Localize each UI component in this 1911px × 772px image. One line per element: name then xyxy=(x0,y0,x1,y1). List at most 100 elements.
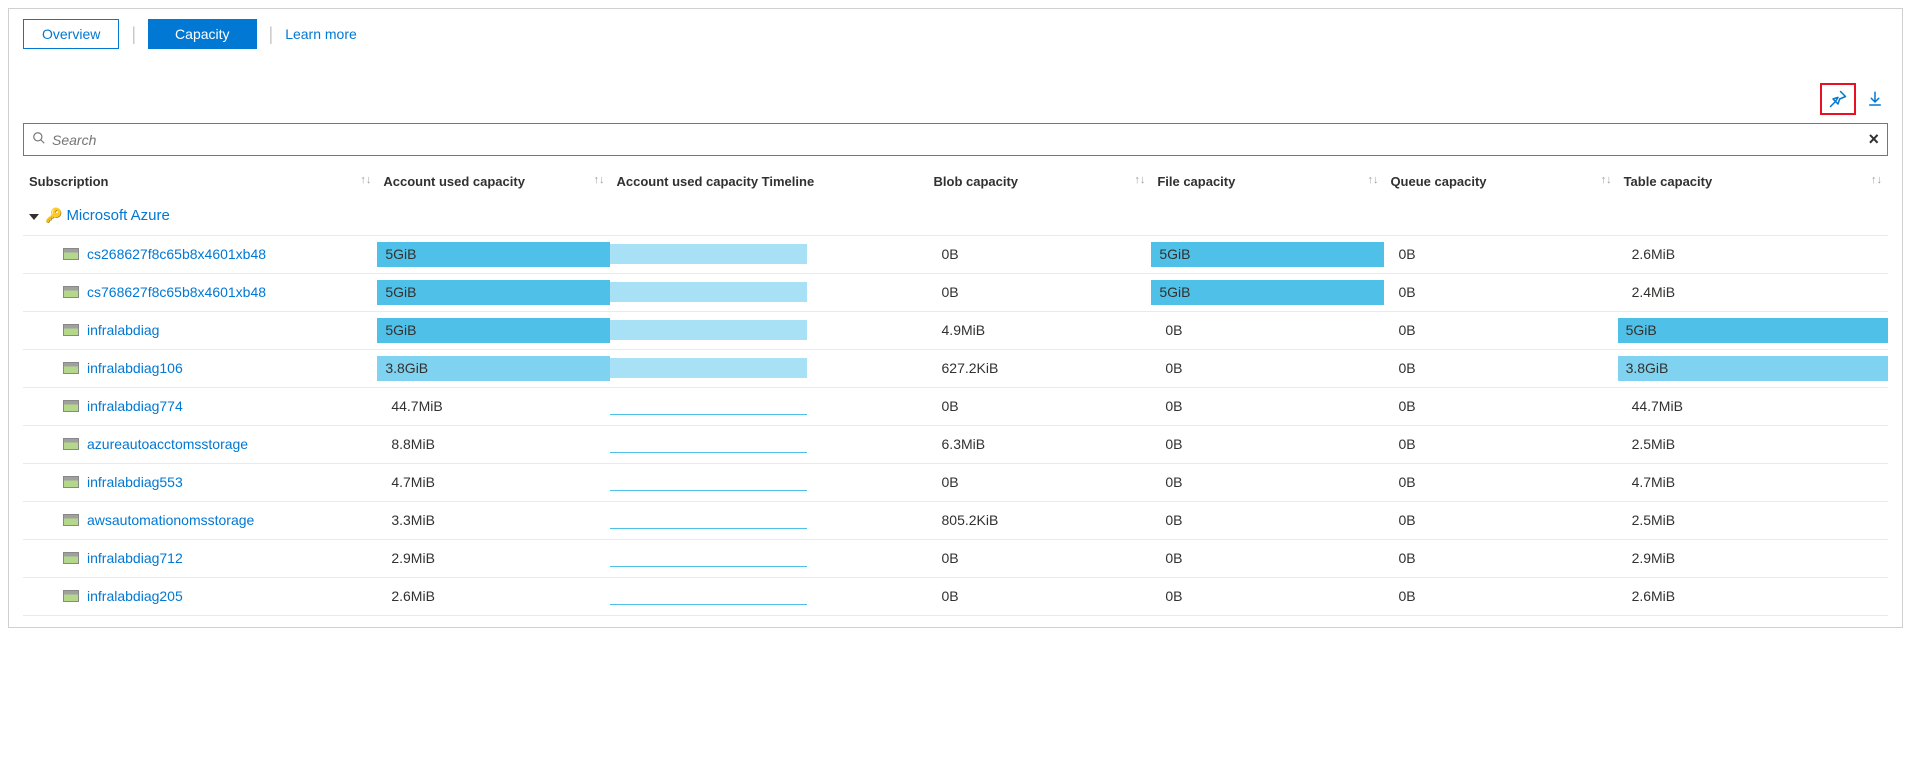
file-capacity-cell: 0B xyxy=(1151,349,1384,387)
sort-icon[interactable]: ↑↓ xyxy=(1134,174,1145,186)
timeline-cell xyxy=(610,273,927,311)
queue-capacity-value: 0B xyxy=(1390,246,1415,262)
capacity-panel: Overview | Capacity | Learn more × Subsc… xyxy=(8,8,1903,628)
column-header-file[interactable]: File capacity↑↓ xyxy=(1151,166,1384,197)
file-capacity-cell: 5GiB xyxy=(1151,273,1384,311)
blob-capacity-value: 0B xyxy=(934,474,959,490)
key-icon: 🔑 xyxy=(45,207,62,223)
storage-account-link[interactable]: infralabdiag106 xyxy=(87,360,183,376)
timeline-cell xyxy=(610,501,927,539)
clear-search-icon[interactable]: × xyxy=(1868,129,1879,150)
timeline-sparkline xyxy=(610,414,807,415)
separator: | xyxy=(269,24,274,45)
blob-capacity-value: 0B xyxy=(934,284,959,300)
table-capacity-value: 2.6MiB xyxy=(1624,246,1676,262)
download-icon xyxy=(1866,89,1884,109)
sort-icon[interactable]: ↑↓ xyxy=(1871,174,1882,186)
account-used-cell: 3.3MiB xyxy=(377,501,610,539)
file-capacity-bar: 5GiB xyxy=(1151,242,1384,267)
sort-icon[interactable]: ↑↓ xyxy=(360,174,371,186)
queue-capacity-value: 0B xyxy=(1390,474,1415,490)
timeline-cell xyxy=(610,387,927,425)
account-name-cell: infralabdiag553 xyxy=(23,463,377,501)
storage-account-link[interactable]: cs768627f8c65b8x4601xb48 xyxy=(87,284,266,300)
queue-capacity-cell: 0B xyxy=(1384,577,1617,615)
column-header-account_used[interactable]: Account used capacity↑↓ xyxy=(377,166,610,197)
table-capacity-value: 2.5MiB xyxy=(1624,436,1676,452)
file-capacity-value: 0B xyxy=(1157,398,1182,414)
column-header-queue[interactable]: Queue capacity↑↓ xyxy=(1384,166,1617,197)
timeline-bar xyxy=(610,244,807,264)
table-row: azureautoacctomsstorage8.8MiB6.3MiB0B0B2… xyxy=(23,425,1888,463)
queue-capacity-value: 0B xyxy=(1390,436,1415,452)
blob-capacity-cell: 627.2KiB xyxy=(928,349,1152,387)
storage-account-icon xyxy=(63,438,79,450)
blob-capacity-cell: 4.9MiB xyxy=(928,311,1152,349)
learn-more-link[interactable]: Learn more xyxy=(285,26,357,42)
download-button[interactable] xyxy=(1866,89,1884,109)
table-capacity-cell: 2.5MiB xyxy=(1618,425,1888,463)
queue-capacity-value: 0B xyxy=(1390,360,1415,376)
storage-account-link[interactable]: awsautomationomsstorage xyxy=(87,512,254,528)
blob-capacity-cell: 0B xyxy=(928,539,1152,577)
sort-icon[interactable]: ↑↓ xyxy=(1601,174,1612,186)
column-header-table[interactable]: Table capacity↑↓ xyxy=(1618,166,1888,197)
table-capacity-cell: 4.7MiB xyxy=(1618,463,1888,501)
search-input[interactable] xyxy=(52,132,1868,148)
table-capacity-cell: 44.7MiB xyxy=(1618,387,1888,425)
account-used-cell: 5GiB xyxy=(377,235,610,273)
search-box[interactable]: × xyxy=(23,123,1888,156)
storage-account-icon xyxy=(63,248,79,260)
table-capacity-cell: 2.9MiB xyxy=(1618,539,1888,577)
column-header-subscription[interactable]: Subscription↑↓ xyxy=(23,166,377,197)
queue-capacity-cell: 0B xyxy=(1384,273,1617,311)
table-capacity-value: 2.6MiB xyxy=(1624,588,1676,604)
table-row: awsautomationomsstorage3.3MiB805.2KiB0B0… xyxy=(23,501,1888,539)
pin-button[interactable] xyxy=(1820,83,1856,115)
queue-capacity-cell: 0B xyxy=(1384,463,1617,501)
timeline-cell xyxy=(610,463,927,501)
storage-account-link[interactable]: infralabdiag205 xyxy=(87,588,183,604)
storage-account-link[interactable]: infralabdiag553 xyxy=(87,474,183,490)
column-header-blob[interactable]: Blob capacity↑↓ xyxy=(928,166,1152,197)
tab-overview[interactable]: Overview xyxy=(23,19,119,49)
queue-capacity-value: 0B xyxy=(1390,512,1415,528)
storage-account-link[interactable]: azureautoacctomsstorage xyxy=(87,436,248,452)
account-used-cell: 4.7MiB xyxy=(377,463,610,501)
expand-caret-icon[interactable] xyxy=(29,214,39,220)
storage-account-link[interactable]: infralabdiag774 xyxy=(87,398,183,414)
timeline-bar xyxy=(610,282,807,302)
storage-account-link[interactable]: infralabdiag712 xyxy=(87,550,183,566)
sort-icon[interactable]: ↑↓ xyxy=(593,174,604,186)
account-used-bar: 3.8GiB xyxy=(377,356,610,381)
queue-capacity-cell: 0B xyxy=(1384,311,1617,349)
timeline-cell xyxy=(610,311,927,349)
table-row: infralabdiag5GiB4.9MiB0B0B5GiB xyxy=(23,311,1888,349)
file-capacity-value: 0B xyxy=(1157,550,1182,566)
account-used-cell: 5GiB xyxy=(377,273,610,311)
sort-icon[interactable]: ↑↓ xyxy=(1367,174,1378,186)
table-capacity-cell: 2.4MiB xyxy=(1618,273,1888,311)
tab-capacity[interactable]: Capacity xyxy=(148,19,256,49)
file-capacity-value: 0B xyxy=(1157,322,1182,338)
timeline-cell xyxy=(610,235,927,273)
capacity-table: Subscription↑↓Account used capacity↑↓Acc… xyxy=(23,166,1888,616)
subscription-group-row[interactable]: 🔑Microsoft Azure xyxy=(23,197,1888,235)
blob-capacity-value: 0B xyxy=(934,246,959,262)
account-name-cell: azureautoacctomsstorage xyxy=(23,425,377,463)
subscription-name[interactable]: Microsoft Azure xyxy=(66,207,169,224)
storage-account-link[interactable]: cs268627f8c65b8x4601xb48 xyxy=(87,246,266,262)
file-capacity-cell: 0B xyxy=(1151,501,1384,539)
queue-capacity-cell: 0B xyxy=(1384,387,1617,425)
file-capacity-cell: 0B xyxy=(1151,425,1384,463)
storage-account-icon xyxy=(63,324,79,336)
storage-account-link[interactable]: infralabdiag xyxy=(87,322,159,338)
account-used-value: 2.6MiB xyxy=(383,588,435,604)
table-capacity-cell: 2.5MiB xyxy=(1618,501,1888,539)
blob-capacity-cell: 0B xyxy=(928,577,1152,615)
table-row: infralabdiag5534.7MiB0B0B0B4.7MiB xyxy=(23,463,1888,501)
queue-capacity-cell: 0B xyxy=(1384,235,1617,273)
account-name-cell: cs768627f8c65b8x4601xb48 xyxy=(23,273,377,311)
table-capacity-cell: 2.6MiB xyxy=(1618,577,1888,615)
storage-account-icon xyxy=(63,476,79,488)
